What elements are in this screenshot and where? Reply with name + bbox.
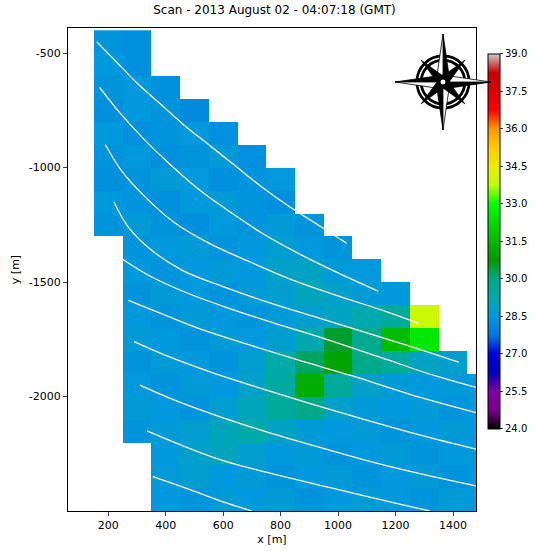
svg-text:-500: -500 xyxy=(36,47,61,60)
svg-text:1200: 1200 xyxy=(382,519,410,532)
svg-text:200: 200 xyxy=(98,519,119,532)
svg-text:27.0: 27.0 xyxy=(505,348,527,359)
svg-text:25.5: 25.5 xyxy=(505,386,527,397)
svg-text:30.0: 30.0 xyxy=(505,273,527,284)
svg-text:31.5: 31.5 xyxy=(505,236,527,247)
svg-text:36.0: 36.0 xyxy=(505,123,527,134)
svg-text:800: 800 xyxy=(270,519,291,532)
svg-text:400: 400 xyxy=(155,519,176,532)
svg-text:1000: 1000 xyxy=(324,519,352,532)
svg-text:600: 600 xyxy=(213,519,234,532)
svg-text:33.0: 33.0 xyxy=(505,198,527,209)
svg-text:x [m]: x [m] xyxy=(257,533,286,546)
svg-text:y [m]: y [m] xyxy=(9,255,22,284)
svg-text:28.5: 28.5 xyxy=(505,311,527,322)
svg-text:Scan - 2013 August 02 - 04:07:: Scan - 2013 August 02 - 04:07:18 (GMT) xyxy=(153,3,396,17)
svg-text:34.5: 34.5 xyxy=(505,161,527,172)
svg-text:-1500: -1500 xyxy=(29,276,61,289)
svg-text:1400: 1400 xyxy=(439,519,467,532)
svg-text:-2000: -2000 xyxy=(29,390,61,403)
svg-text:37.5: 37.5 xyxy=(505,86,527,97)
svg-text:-1000: -1000 xyxy=(29,161,61,174)
svg-text:24.0: 24.0 xyxy=(505,423,527,434)
svg-text:39.0: 39.0 xyxy=(505,48,527,59)
